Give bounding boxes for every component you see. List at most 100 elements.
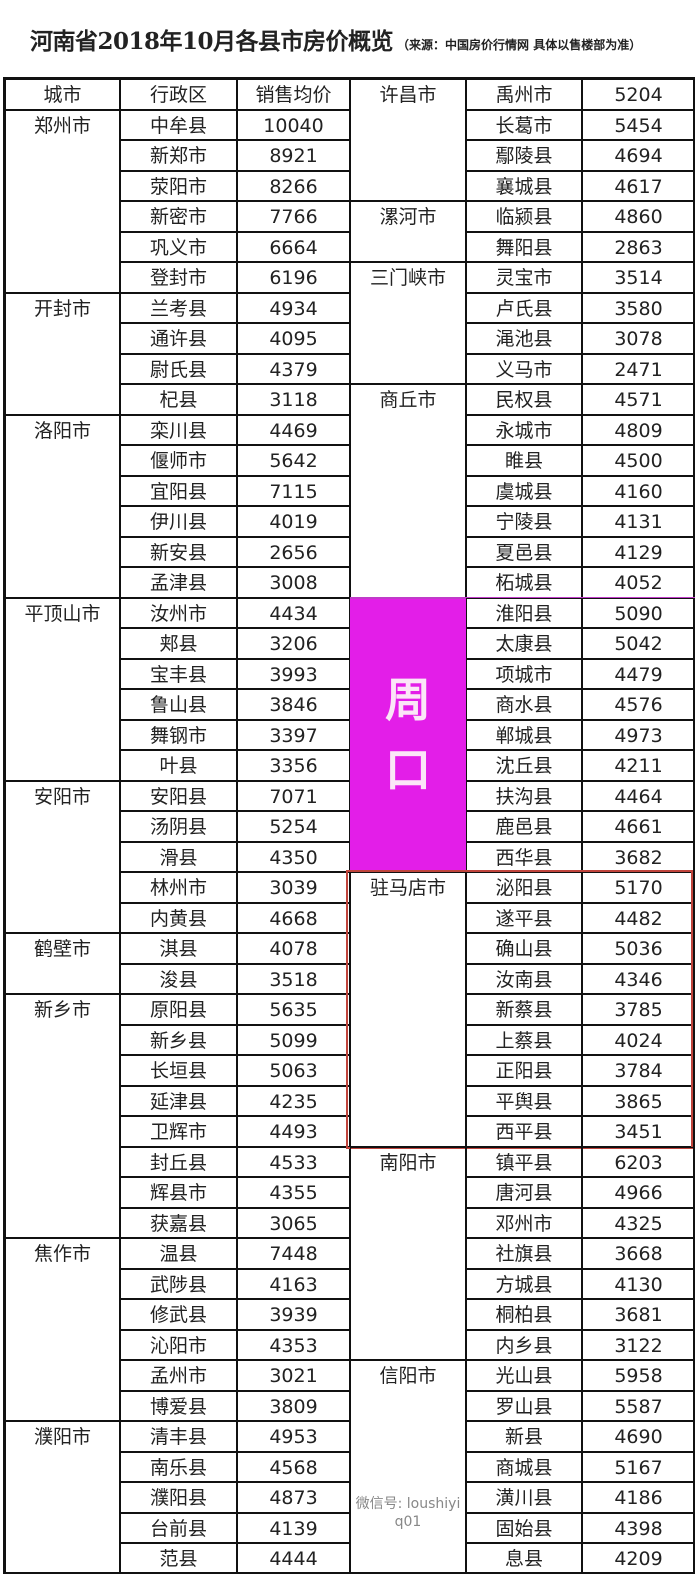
price-cell: 5254 [237, 811, 350, 842]
city-cell: 南阳市 [350, 1146, 466, 1360]
city-cell: 信阳市 [350, 1360, 466, 1574]
price-cell: 3785 [582, 994, 695, 1025]
price-cell: 3078 [582, 323, 695, 354]
price-cell: 4661 [582, 811, 695, 842]
price-cell: 3784 [582, 1055, 695, 1086]
district-cell: 滑县 [120, 841, 237, 872]
city-cell: 安阳市 [5, 780, 120, 933]
price-cell: 3668 [582, 1238, 695, 1269]
district-cell: 永城市 [466, 414, 582, 445]
price-cell: 4186 [582, 1482, 695, 1513]
price-cell: 3518 [237, 963, 350, 994]
district-cell: 郸城县 [466, 719, 582, 750]
price-cell: 8266 [237, 170, 350, 201]
district-cell: 社旗县 [466, 1238, 582, 1269]
price-cell: 4576 [582, 689, 695, 720]
price-cell: 4873 [237, 1482, 350, 1513]
district-cell: 新安县 [120, 536, 237, 567]
price-cell: 3993 [237, 658, 350, 689]
district-cell: 渑池县 [466, 323, 582, 354]
city-cell: 鹤壁市 [5, 933, 120, 994]
district-cell: 兰考县 [120, 292, 237, 323]
district-cell: 杞县 [120, 384, 237, 415]
city-cell: 郑州市 [5, 109, 120, 293]
district-cell: 浚县 [120, 963, 237, 994]
price-cell: 3206 [237, 628, 350, 659]
price-cell: 4235 [237, 1085, 350, 1116]
district-cell: 登封市 [120, 262, 237, 293]
price-cell: 3122 [582, 1329, 695, 1360]
city-cell-highlighted: 周口 [350, 597, 466, 872]
price-cell: 3356 [237, 750, 350, 781]
district-cell: 辉县市 [120, 1177, 237, 1208]
price-cell: 4479 [582, 658, 695, 689]
district-cell: 获嘉县 [120, 1207, 237, 1238]
price-cell: 4129 [582, 536, 695, 567]
price-cell: 4694 [582, 140, 695, 171]
price-cell: 3118 [237, 384, 350, 415]
district-cell: 修武县 [120, 1299, 237, 1330]
price-cell: 4211 [582, 750, 695, 781]
price-cell: 5099 [237, 1024, 350, 1055]
district-cell: 宜阳县 [120, 475, 237, 506]
district-cell: 商城县 [466, 1451, 582, 1482]
district-cell: 正阳县 [466, 1055, 582, 1086]
district-cell: 濮阳县 [120, 1482, 237, 1513]
city-cell: 漯河市 [350, 201, 466, 262]
price-cell: 2471 [582, 353, 695, 384]
district-cell: 台前县 [120, 1512, 237, 1543]
price-cell: 7448 [237, 1238, 350, 1269]
district-cell: 平舆县 [466, 1085, 582, 1116]
district-cell: 息县 [466, 1543, 582, 1574]
district-cell: 西平县 [466, 1116, 582, 1147]
price-cell: 5204 [582, 79, 695, 110]
price-cell: 4500 [582, 445, 695, 476]
district-cell: 上蔡县 [466, 1024, 582, 1055]
price-cell: 5958 [582, 1360, 695, 1391]
price-table: 城市 行政区 销售均价 郑州市 中牟县 10040 新郑市 8921 荥阳市 8266 新密市 776… [3, 77, 695, 1574]
district-cell: 确山县 [466, 933, 582, 964]
price-cell: 5170 [582, 872, 695, 903]
district-cell: 襄城县 [466, 170, 582, 201]
district-cell: 项城市 [466, 658, 582, 689]
price-cell: 4398 [582, 1512, 695, 1543]
price-cell: 4209 [582, 1543, 695, 1574]
price-cell: 4966 [582, 1177, 695, 1208]
district-cell: 孟州市 [120, 1360, 237, 1391]
district-cell: 通许县 [120, 323, 237, 354]
district-cell: 邓州市 [466, 1207, 582, 1238]
city-cell: 许昌市 [350, 79, 466, 201]
price-cell: 4493 [237, 1116, 350, 1147]
district-cell: 温县 [120, 1238, 237, 1269]
price-cell: 7766 [237, 201, 350, 232]
district-cell: 淇县 [120, 933, 237, 964]
price-cell: 3580 [582, 292, 695, 323]
district-cell: 新蔡县 [466, 994, 582, 1025]
district-cell: 长垣县 [120, 1055, 237, 1086]
district-cell: 原阳县 [120, 994, 237, 1025]
district-cell: 孟津县 [120, 567, 237, 598]
district-cell: 汤阴县 [120, 811, 237, 842]
district-cell: 鲁山县 [120, 689, 237, 720]
district-cell: 夏邑县 [466, 536, 582, 567]
district-cell: 范县 [120, 1543, 237, 1574]
district-cell: 方城县 [466, 1268, 582, 1299]
price-cell: 3682 [582, 841, 695, 872]
district-cell: 新郑市 [120, 140, 237, 171]
district-cell: 舞阳县 [466, 231, 582, 262]
district-cell: 固始县 [466, 1512, 582, 1543]
district-cell: 新乡县 [120, 1024, 237, 1055]
price-cell: 3809 [237, 1390, 350, 1421]
price-cell: 7115 [237, 475, 350, 506]
district-cell: 武陟县 [120, 1268, 237, 1299]
city-cell: 开封市 [5, 292, 120, 415]
price-cell: 4350 [237, 841, 350, 872]
district-cell: 禹州市 [466, 79, 582, 110]
price-cell: 3008 [237, 567, 350, 598]
price-cell: 5454 [582, 109, 695, 140]
price-cell: 5167 [582, 1451, 695, 1482]
district-cell: 罗山县 [466, 1390, 582, 1421]
district-cell: 清丰县 [120, 1421, 237, 1452]
district-cell: 宁陵县 [466, 506, 582, 537]
price-cell: 3514 [582, 262, 695, 293]
